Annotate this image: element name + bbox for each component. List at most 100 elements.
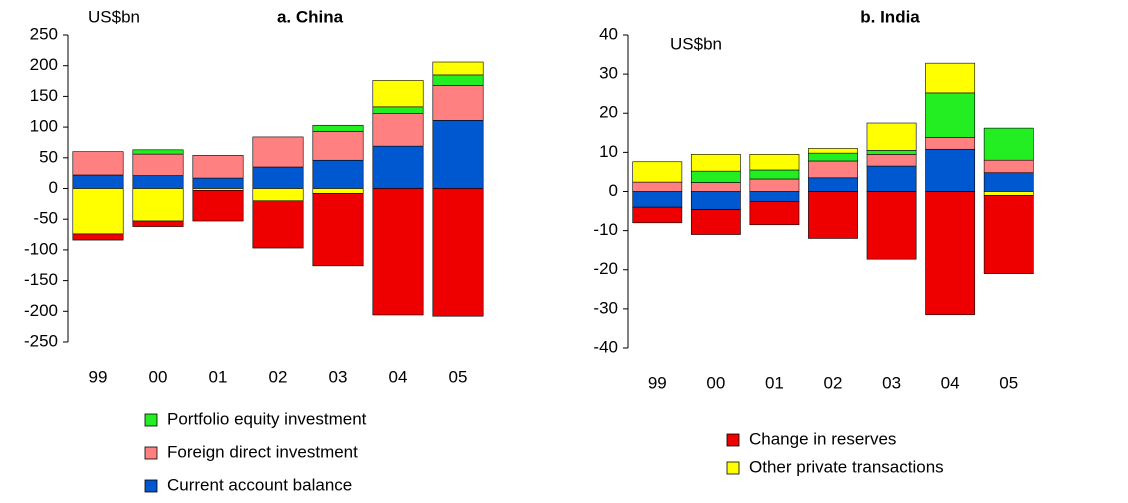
bar-segment [432,188,484,317]
bar-segment [632,181,683,192]
bar-segment [312,159,364,189]
x-tick-label: 01 [765,373,784,392]
bar-segment [749,154,800,171]
bar-segment [132,220,184,227]
bar-segment [132,175,184,189]
bar-segment [983,195,1034,274]
bar-segment [312,188,364,194]
y-tick-label: 200 [30,55,58,74]
legend-swatch [144,446,158,460]
legend-swatch [726,433,740,447]
legend-swatch [144,413,158,427]
bar-segment [749,191,800,202]
y-tick-label: -30 [593,298,618,317]
bar-segment [690,209,741,235]
bar-segment [132,188,184,222]
bar-segment [808,160,858,179]
bar-segment [866,165,917,192]
bar-segment [925,148,976,192]
bar-segment [983,127,1034,161]
bar-segment [252,136,304,168]
bar-segment [252,188,304,202]
chart-title: a. China [277,7,344,26]
bar-segment [925,62,976,94]
bar-segment [808,177,858,192]
y-tick-label: 150 [30,86,58,105]
bar-segment [632,161,683,183]
x-tick-label: 05 [999,373,1018,392]
bar-segment [925,137,976,150]
x-tick-label: 01 [209,367,228,386]
bar-segment [312,193,364,267]
bar-segment [72,188,124,235]
y-tick-label: 250 [30,24,58,43]
bar-segment [690,182,741,192]
bar-segment [983,172,1034,192]
legend-swatch [144,479,158,493]
y-tick-label: 30 [599,64,618,83]
y-tick-label: -200 [24,301,58,320]
bar-segment [925,191,976,316]
legend-label: Other private transactions [749,457,944,476]
bar-segment [252,200,304,249]
bar-segment [312,124,364,132]
bar-segment [312,131,364,161]
y-tick-label: 40 [599,24,618,43]
x-tick-label: 02 [269,367,288,386]
bar-segment [749,200,800,226]
bar-segment [432,61,484,76]
y-tick-label: -150 [24,270,58,289]
bar-segment [983,159,1034,174]
bar-segment [252,166,304,189]
bar-segment [983,191,1034,196]
x-tick-label: 03 [329,367,348,386]
bar-segment [192,177,244,189]
legend-label: Portfolio equity investment [167,409,367,428]
bar-segment [866,154,917,167]
bar-segment [432,120,484,189]
y-tick-label: -250 [24,331,58,350]
y-axis-unit: US$bn [88,7,140,26]
y-tick-label: 100 [30,117,58,136]
bar-segment [749,169,800,180]
bar-segment [632,206,683,224]
legend-label: Foreign direct investment [167,442,358,461]
y-tick-label: -40 [593,337,618,356]
bar-segment [372,113,424,147]
bar-segment [632,191,683,208]
y-tick-label: 20 [599,103,618,122]
y-tick-label: -20 [593,259,618,278]
y-tick-label: -100 [24,239,58,258]
legend-label: Change in reserves [749,429,896,448]
bar-segment [432,85,484,121]
y-axis-unit: US$bn [670,34,722,53]
bar-segment [866,122,917,151]
x-tick-label: 04 [389,367,408,386]
y-tick-label: 0 [49,178,58,197]
bar-segment [690,154,741,172]
chart-title: b. India [860,7,920,26]
bar-segment [432,74,484,86]
bar-segment [866,150,917,155]
x-tick-label: 00 [149,367,168,386]
y-tick-label: 0 [609,181,618,200]
y-tick-label: 10 [599,142,618,161]
bar-segment [132,153,184,176]
bar-segment [690,191,741,210]
x-tick-label: 05 [449,367,468,386]
bar-segment [690,170,741,183]
x-tick-label: 99 [89,367,108,386]
bar-segment [192,190,244,222]
bar-segment [192,155,244,179]
y-tick-label: -50 [33,209,58,228]
bar-segment [866,191,917,260]
bar-segment [72,174,124,189]
bar-segment [372,80,424,108]
x-tick-label: 00 [706,373,725,392]
x-tick-label: 04 [941,373,960,392]
x-tick-label: 99 [648,373,667,392]
bar-segment [808,191,858,239]
bar-segment [808,148,858,154]
bar-segment [808,152,858,162]
